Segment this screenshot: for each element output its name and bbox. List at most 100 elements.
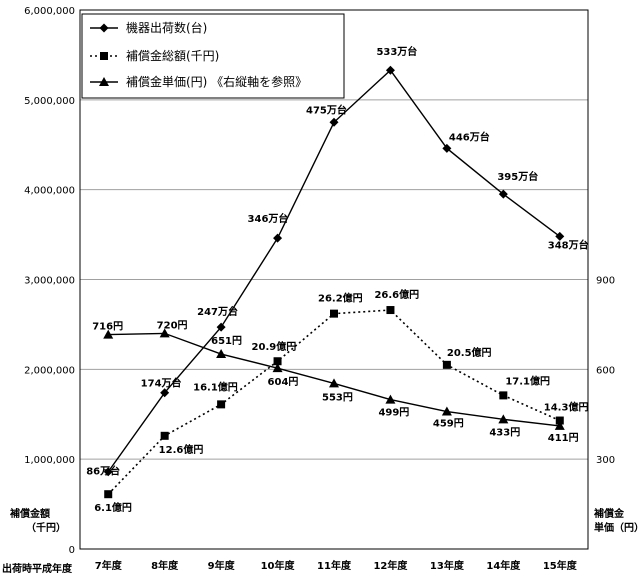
data-point — [329, 117, 339, 127]
left-tick-label: 4,000,000 — [24, 186, 75, 197]
x-tick-label: 14年度 — [486, 559, 521, 572]
series-3 — [103, 328, 565, 430]
data-label: 17.1億円 — [505, 374, 550, 387]
data-labels: 86万台 174万台 247万台 346万台 475万台 533万台 446万台 395万台 3… — [86, 45, 588, 514]
data-point — [442, 360, 451, 369]
data-point — [272, 363, 283, 373]
data-label: 395万台 — [497, 170, 538, 183]
legend-item: 機器出荷数(台) — [90, 20, 207, 35]
data-label: 14.3億円 — [544, 401, 589, 414]
data-point — [160, 388, 170, 398]
data-point — [555, 416, 564, 425]
data-point — [103, 329, 114, 339]
legend-item: 補償金単価(円) 《右縦軸を参照》 — [90, 74, 307, 89]
x-axis-ticks: 7年度 8年度 9年度 10年度 11年度 12年度 13年度 14年度 15年度 — [95, 559, 578, 572]
x-tick-label: 11年度 — [317, 559, 352, 572]
data-point — [555, 231, 565, 241]
data-label: 16.1億円 — [193, 380, 238, 393]
data-label: 553円 — [322, 391, 353, 403]
data-point — [216, 349, 227, 359]
left-axis-title-line2: （千円） — [26, 521, 66, 534]
series-1 — [103, 65, 565, 477]
data-point — [498, 189, 508, 199]
right-tick-label: 900 — [596, 276, 615, 287]
series-line — [107, 69, 561, 473]
data-label: 348万台 — [548, 238, 589, 251]
x-tick-label: 8年度 — [151, 559, 179, 572]
legend-label: 補償金総額(千円) — [126, 48, 219, 63]
data-point — [217, 400, 226, 409]
data-label: 346万台 — [248, 212, 289, 225]
data-point — [498, 414, 509, 424]
data-label: 716円 — [92, 321, 123, 333]
data-label: 459円 — [433, 418, 464, 430]
data-point — [159, 328, 170, 338]
x-tick-label: 12年度 — [373, 559, 408, 572]
data-point — [441, 406, 452, 416]
data-point — [99, 77, 109, 86]
right-tick-label: 300 — [596, 455, 615, 466]
data-point — [216, 322, 226, 332]
x-tick-label: 7年度 — [95, 559, 123, 572]
data-label: 26.6億円 — [374, 288, 419, 301]
data-point — [104, 490, 113, 499]
data-label: 12.6億円 — [159, 443, 204, 456]
right-axis-title-line2: 単価（円） — [594, 521, 640, 534]
data-point — [386, 306, 395, 315]
data-point — [273, 357, 282, 366]
data-point — [99, 23, 109, 33]
data-point — [442, 143, 452, 153]
data-label: 174万台 — [141, 377, 182, 390]
series-2 — [104, 306, 564, 499]
data-point — [329, 378, 339, 388]
data-label: 651円 — [211, 335, 242, 347]
data-label: 20.9億円 — [252, 340, 297, 353]
left-tick-label: 3,000,000 — [24, 276, 75, 287]
right-axis-title-line1: 補償金 — [593, 507, 625, 520]
data-label: 411円 — [548, 432, 579, 444]
data-label: 720円 — [157, 319, 188, 331]
data-label: 20.5億円 — [447, 346, 492, 359]
data-point — [330, 309, 338, 318]
left-tick-label: 1,000,000 — [24, 455, 75, 466]
left-tick-label: 0 — [69, 545, 75, 556]
data-label: 6.1億円 — [94, 501, 132, 514]
left-tick-label: 2,000,000 — [24, 365, 75, 376]
left-axis-ticks: 0 1,000,000 2,000,000 3,000,000 4,000,000 5,0… — [24, 6, 75, 556]
data-point — [160, 431, 169, 440]
left-axis-title-line1: 補償金額 — [9, 507, 50, 520]
data-label: 86万台 — [86, 465, 120, 478]
series-layer — [103, 65, 565, 499]
plot-area-frame — [79, 9, 589, 550]
x-tick-label: 9年度 — [208, 559, 236, 572]
data-point — [273, 233, 283, 243]
legend: 機器出荷数(台) 補償金総額(千円) 補償金単価(円) 《右縦軸を参照》 — [81, 13, 345, 99]
right-axis-ticks: 300 600 900 — [596, 276, 615, 467]
data-point — [385, 65, 395, 75]
data-point — [385, 394, 396, 404]
data-point — [554, 420, 565, 430]
data-label: 533万台 — [376, 45, 417, 58]
data-point — [499, 391, 508, 400]
data-point — [103, 467, 113, 477]
left-tick-label: 5,000,000 — [24, 96, 75, 107]
data-label: 433円 — [489, 426, 520, 438]
left-tick-label: 6,000,000 — [24, 6, 75, 17]
legend-label: 補償金単価(円) 《右縦軸を参照》 — [126, 74, 307, 89]
legend-box — [81, 13, 345, 99]
data-label: 247万台 — [197, 305, 238, 318]
right-tick-label: 600 — [596, 365, 615, 376]
data-point — [100, 52, 108, 60]
data-label: 475万台 — [306, 103, 347, 116]
x-tick-label: 10年度 — [261, 559, 296, 572]
data-label: 604円 — [268, 376, 299, 388]
data-label: 499円 — [378, 407, 409, 419]
x-tick-label: 13年度 — [430, 559, 465, 572]
legend-label: 機器出荷数(台) — [126, 20, 207, 35]
legend-item: 補償金総額(千円) — [90, 48, 219, 63]
x-tick-label: 15年度 — [543, 559, 578, 572]
data-label: 446万台 — [449, 130, 490, 143]
data-label: 26.2億円 — [318, 292, 363, 305]
